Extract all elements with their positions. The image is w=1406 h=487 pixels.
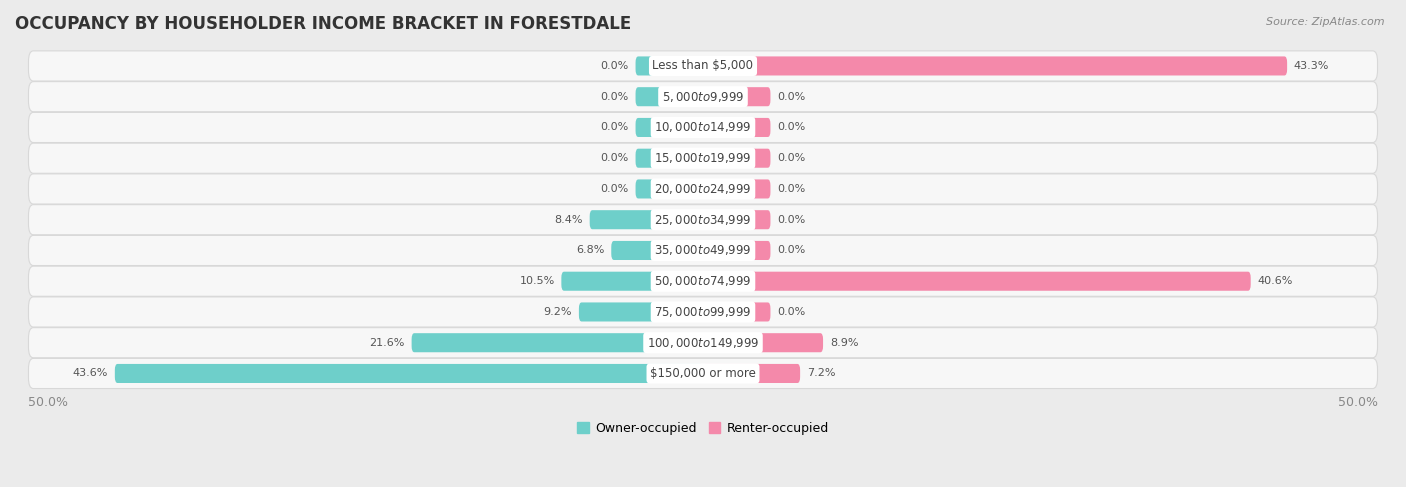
Text: $10,000 to $14,999: $10,000 to $14,999 xyxy=(654,120,752,134)
Text: 0.0%: 0.0% xyxy=(600,153,628,163)
Text: 0.0%: 0.0% xyxy=(778,122,806,132)
Text: $20,000 to $24,999: $20,000 to $24,999 xyxy=(654,182,752,196)
FancyBboxPatch shape xyxy=(703,149,770,168)
Text: 43.3%: 43.3% xyxy=(1294,61,1329,71)
FancyBboxPatch shape xyxy=(28,235,1378,265)
Text: $75,000 to $99,999: $75,000 to $99,999 xyxy=(654,305,752,319)
Text: $50,000 to $74,999: $50,000 to $74,999 xyxy=(654,274,752,288)
Text: $100,000 to $149,999: $100,000 to $149,999 xyxy=(647,336,759,350)
Legend: Owner-occupied, Renter-occupied: Owner-occupied, Renter-occupied xyxy=(572,417,834,440)
FancyBboxPatch shape xyxy=(703,364,800,383)
Text: Source: ZipAtlas.com: Source: ZipAtlas.com xyxy=(1267,17,1385,27)
FancyBboxPatch shape xyxy=(28,297,1378,327)
Text: 0.0%: 0.0% xyxy=(600,122,628,132)
Text: 40.6%: 40.6% xyxy=(1257,276,1294,286)
FancyBboxPatch shape xyxy=(28,328,1378,358)
Text: OCCUPANCY BY HOUSEHOLDER INCOME BRACKET IN FORESTDALE: OCCUPANCY BY HOUSEHOLDER INCOME BRACKET … xyxy=(15,15,631,33)
FancyBboxPatch shape xyxy=(28,174,1378,204)
Text: $5,000 to $9,999: $5,000 to $9,999 xyxy=(662,90,744,104)
Text: 6.8%: 6.8% xyxy=(576,245,605,256)
Text: 0.0%: 0.0% xyxy=(778,307,806,317)
FancyBboxPatch shape xyxy=(703,210,770,229)
Text: 8.9%: 8.9% xyxy=(830,337,858,348)
FancyBboxPatch shape xyxy=(703,272,1251,291)
FancyBboxPatch shape xyxy=(703,87,770,106)
FancyBboxPatch shape xyxy=(28,205,1378,235)
FancyBboxPatch shape xyxy=(703,179,770,199)
FancyBboxPatch shape xyxy=(28,358,1378,389)
FancyBboxPatch shape xyxy=(636,56,703,75)
FancyBboxPatch shape xyxy=(703,118,770,137)
Text: 0.0%: 0.0% xyxy=(778,215,806,225)
Text: 0.0%: 0.0% xyxy=(778,92,806,102)
FancyBboxPatch shape xyxy=(579,302,703,321)
Text: $25,000 to $34,999: $25,000 to $34,999 xyxy=(654,213,752,227)
Text: 50.0%: 50.0% xyxy=(28,395,69,409)
Text: $35,000 to $49,999: $35,000 to $49,999 xyxy=(654,244,752,258)
FancyBboxPatch shape xyxy=(703,302,770,321)
FancyBboxPatch shape xyxy=(636,149,703,168)
FancyBboxPatch shape xyxy=(412,333,703,352)
Text: 0.0%: 0.0% xyxy=(778,153,806,163)
Text: 21.6%: 21.6% xyxy=(370,337,405,348)
FancyBboxPatch shape xyxy=(115,364,703,383)
Text: $15,000 to $19,999: $15,000 to $19,999 xyxy=(654,151,752,165)
Text: 43.6%: 43.6% xyxy=(73,369,108,378)
FancyBboxPatch shape xyxy=(561,272,703,291)
Text: 8.4%: 8.4% xyxy=(554,215,583,225)
FancyBboxPatch shape xyxy=(636,87,703,106)
FancyBboxPatch shape xyxy=(28,51,1378,81)
FancyBboxPatch shape xyxy=(28,266,1378,296)
FancyBboxPatch shape xyxy=(589,210,703,229)
FancyBboxPatch shape xyxy=(28,82,1378,112)
FancyBboxPatch shape xyxy=(612,241,703,260)
Text: 7.2%: 7.2% xyxy=(807,369,835,378)
FancyBboxPatch shape xyxy=(28,143,1378,173)
FancyBboxPatch shape xyxy=(28,112,1378,143)
Text: 0.0%: 0.0% xyxy=(600,92,628,102)
FancyBboxPatch shape xyxy=(703,241,770,260)
Text: 0.0%: 0.0% xyxy=(600,61,628,71)
Text: 50.0%: 50.0% xyxy=(1337,395,1378,409)
FancyBboxPatch shape xyxy=(703,56,1286,75)
Text: 10.5%: 10.5% xyxy=(519,276,554,286)
FancyBboxPatch shape xyxy=(636,179,703,199)
Text: $150,000 or more: $150,000 or more xyxy=(650,367,756,380)
Text: 0.0%: 0.0% xyxy=(600,184,628,194)
Text: 0.0%: 0.0% xyxy=(778,184,806,194)
FancyBboxPatch shape xyxy=(703,333,823,352)
Text: 9.2%: 9.2% xyxy=(544,307,572,317)
FancyBboxPatch shape xyxy=(636,118,703,137)
Text: 0.0%: 0.0% xyxy=(778,245,806,256)
Text: Less than $5,000: Less than $5,000 xyxy=(652,59,754,73)
